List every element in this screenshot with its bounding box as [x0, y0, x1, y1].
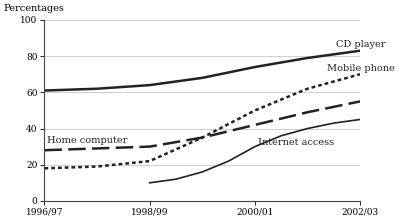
Text: Mobile phone: Mobile phone — [328, 64, 395, 73]
Text: Home computer: Home computer — [47, 136, 128, 145]
Text: Percentages: Percentages — [4, 4, 64, 13]
Text: Internet access: Internet access — [258, 138, 334, 147]
Text: CD player: CD player — [336, 40, 386, 49]
